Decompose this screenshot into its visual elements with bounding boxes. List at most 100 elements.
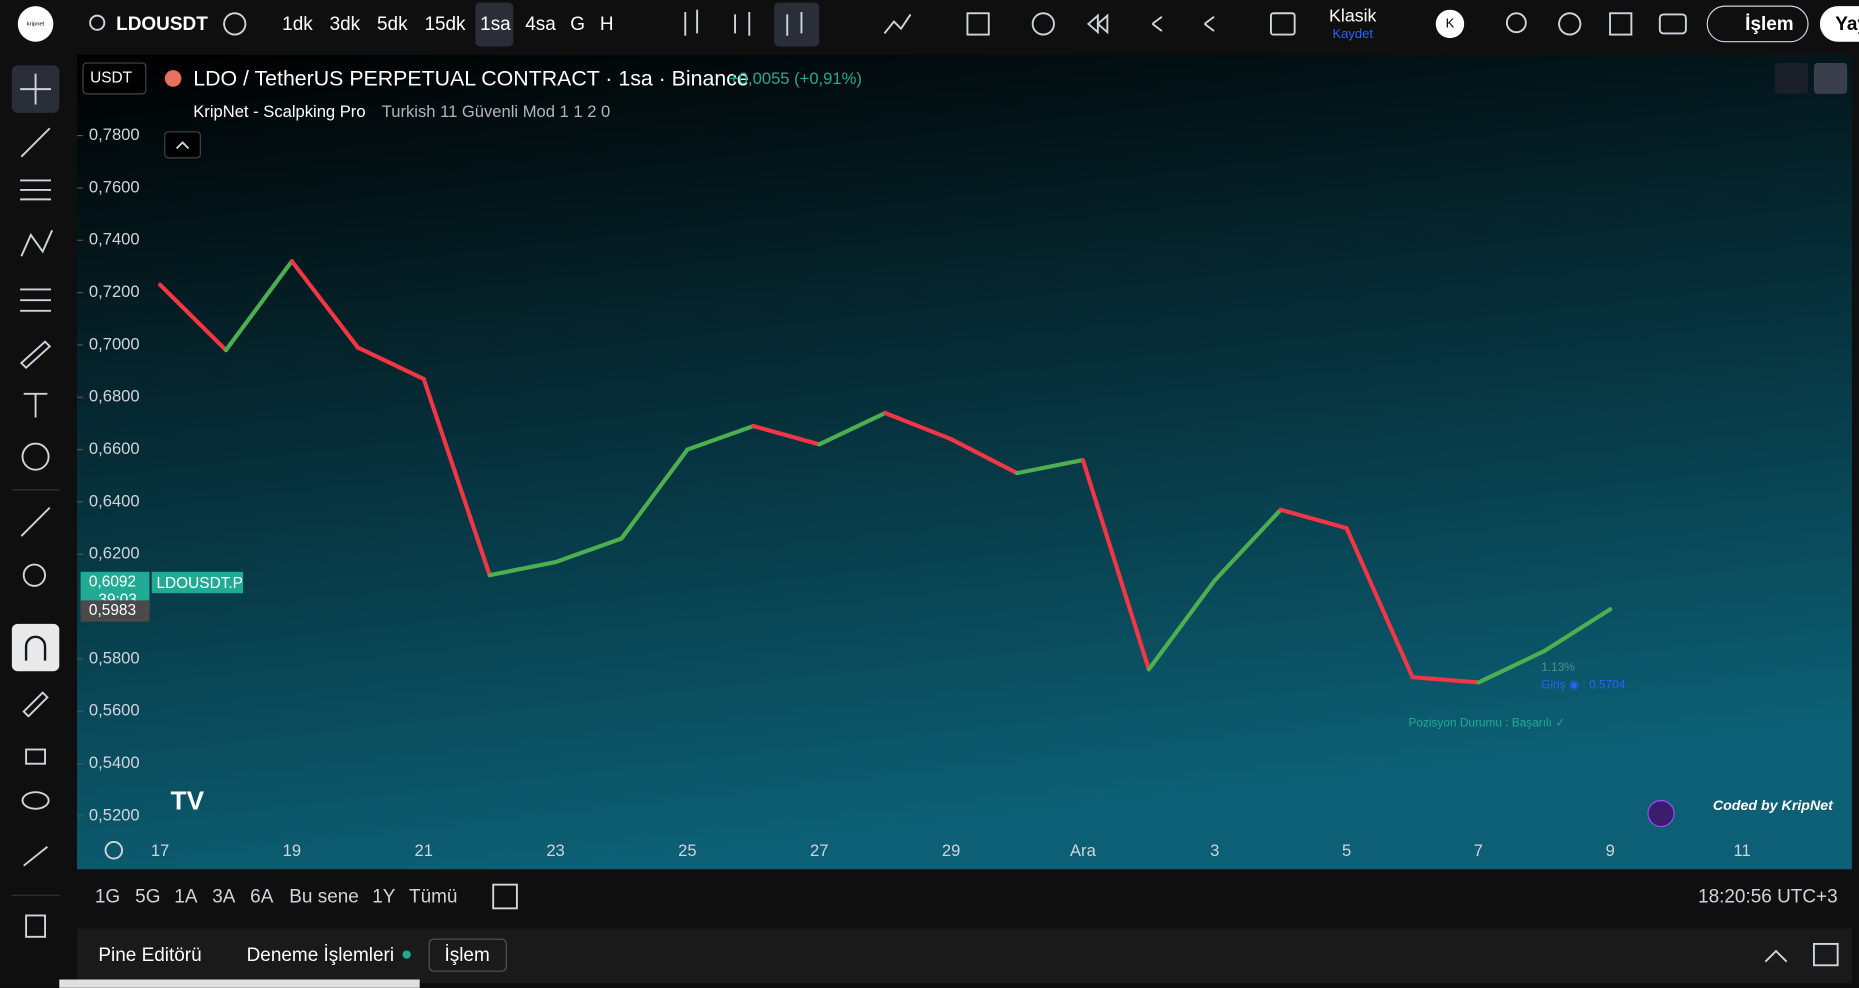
interval[interactable]: 1sa [480, 14, 511, 35]
indicator-line-segment [685, 423, 756, 452]
bottom-tab[interactable]: İşlem [444, 945, 489, 966]
logo-text: kripnet [27, 21, 45, 27]
range-button[interactable]: 1G [95, 887, 120, 908]
chart-title: LDO / TetherUS PERPETUAL CONTRACT · 1sa … [193, 66, 749, 90]
symbol[interactable]: LDOUSDT [116, 14, 208, 35]
interval[interactable]: 4sa [525, 14, 556, 35]
range-button[interactable]: Bu sene [289, 887, 359, 908]
chart-style-icons[interactable] [684, 9, 912, 36]
range-button[interactable]: 3A [212, 887, 236, 908]
y-tick-label: 0,6400 [89, 491, 140, 510]
lock-draw-tool[interactable] [22, 691, 49, 718]
maximize-button[interactable] [1813, 63, 1848, 94]
replay-undo-icons[interactable] [1086, 13, 1215, 35]
price: 0,5983 [89, 602, 136, 619]
y-tick-label: 0,7200 [89, 282, 140, 301]
alert-icon[interactable] [1031, 12, 1055, 36]
magnet-active[interactable] [11, 623, 60, 672]
brush-tool[interactable] [19, 340, 52, 370]
date-range-icon[interactable] [492, 883, 518, 910]
clock: 18:20:56 UTC+3 [1698, 887, 1838, 908]
layout-box[interactable] [1270, 12, 1296, 36]
x-tick-label: 29 [942, 841, 960, 860]
panel-up[interactable] [1764, 949, 1788, 963]
indicator-line-segment [1410, 675, 1481, 685]
range-button[interactable]: 6A [250, 887, 274, 908]
pattern-tool[interactable] [20, 229, 54, 257]
add-icon[interactable] [223, 12, 247, 36]
indicator-line-segment [421, 376, 492, 578]
range-button[interactable]: 5G [135, 887, 160, 908]
y-tick-label: 0,5600 [89, 701, 140, 720]
lock-tool[interactable] [25, 748, 47, 765]
forecast-tool[interactable] [20, 288, 51, 312]
fib-tool[interactable] [20, 179, 51, 201]
currency[interactable]: USDT [90, 70, 133, 87]
interval[interactable]: 15dk [424, 14, 466, 35]
snapshot-icon[interactable] [1658, 13, 1687, 35]
indicator-name: KripNet - Scalpking Pro [193, 102, 365, 121]
x-tick-label: 25 [678, 841, 696, 860]
interval[interactable]: G [570, 14, 585, 35]
symbol-box [151, 571, 244, 594]
layout-icon[interactable] [966, 12, 990, 36]
logo[interactable] [17, 6, 54, 42]
publish-label[interactable]: Yay [1835, 14, 1859, 35]
visibility-tool[interactable] [21, 791, 50, 810]
trash-tool[interactable] [25, 914, 47, 938]
link-tool[interactable] [23, 845, 49, 867]
y-tick-label: 0,6800 [89, 387, 140, 406]
symbol-tag: LDOUSDT.P [156, 575, 242, 592]
indicator-line-segment [1344, 526, 1415, 680]
trade-label[interactable]: İşlem [1745, 14, 1793, 35]
interval[interactable]: 5dk [377, 14, 408, 35]
fullscreen-icon[interactable] [1609, 12, 1633, 36]
interval[interactable]: 1dk [282, 14, 313, 35]
avatar[interactable] [1435, 9, 1465, 39]
x-tick-label: 11 [1733, 841, 1750, 860]
cross-tool[interactable] [20, 73, 51, 105]
line-tool[interactable] [20, 127, 51, 158]
save-label[interactable]: Kaydet [1332, 26, 1373, 41]
y-tick-label: 0,6600 [89, 439, 140, 458]
indicator-line-segment [157, 282, 229, 353]
bottom-panel [77, 928, 1852, 984]
collapse-button[interactable] [164, 131, 201, 159]
x-tick-label: 23 [546, 841, 564, 860]
bolt-badge[interactable] [1647, 799, 1675, 828]
quick-search[interactable] [1505, 12, 1527, 34]
interval[interactable]: H [600, 14, 614, 35]
bottom-tab[interactable]: Pine Editörü [98, 945, 201, 966]
active-interval [475, 2, 514, 47]
layout-name[interactable]: Klasik [1329, 6, 1377, 26]
settings-icon[interactable] [1558, 12, 1582, 36]
axis-settings[interactable] [104, 841, 124, 860]
range-button[interactable]: 1Y [372, 887, 396, 908]
publish-button[interactable] [1819, 6, 1859, 42]
range-button[interactable]: 1A [174, 887, 198, 908]
active-tab-box[interactable] [428, 938, 507, 972]
range-button[interactable]: Tümü [409, 887, 457, 908]
x-tick-label: 19 [283, 841, 301, 860]
bottom-tab[interactable]: Deneme İşlemleri [247, 945, 394, 966]
chart-pane [77, 54, 1852, 870]
text-tool[interactable] [23, 392, 48, 418]
zoom-tool[interactable] [22, 563, 47, 587]
currency-button[interactable] [82, 62, 147, 95]
search-icon[interactable] [89, 14, 106, 31]
emoji-tool[interactable] [21, 442, 50, 471]
indicator-line-segment [883, 410, 954, 442]
indicator-line-segment [1014, 457, 1085, 476]
ruler-tool[interactable] [20, 506, 51, 537]
y-tick-label: 0,7800 [89, 125, 140, 144]
y-tick-label: 0,7000 [89, 334, 140, 353]
indicator-line-segment [553, 536, 624, 565]
last-price: 0,6092 [89, 574, 136, 591]
interval[interactable]: 3dk [330, 14, 361, 35]
indicator-line-segment [1542, 607, 1613, 654]
trade-button[interactable] [1706, 5, 1809, 43]
x-tick-label: 5 [1342, 841, 1351, 860]
scroll-button[interactable] [1774, 63, 1809, 94]
panel-maximize[interactable] [1812, 942, 1839, 967]
